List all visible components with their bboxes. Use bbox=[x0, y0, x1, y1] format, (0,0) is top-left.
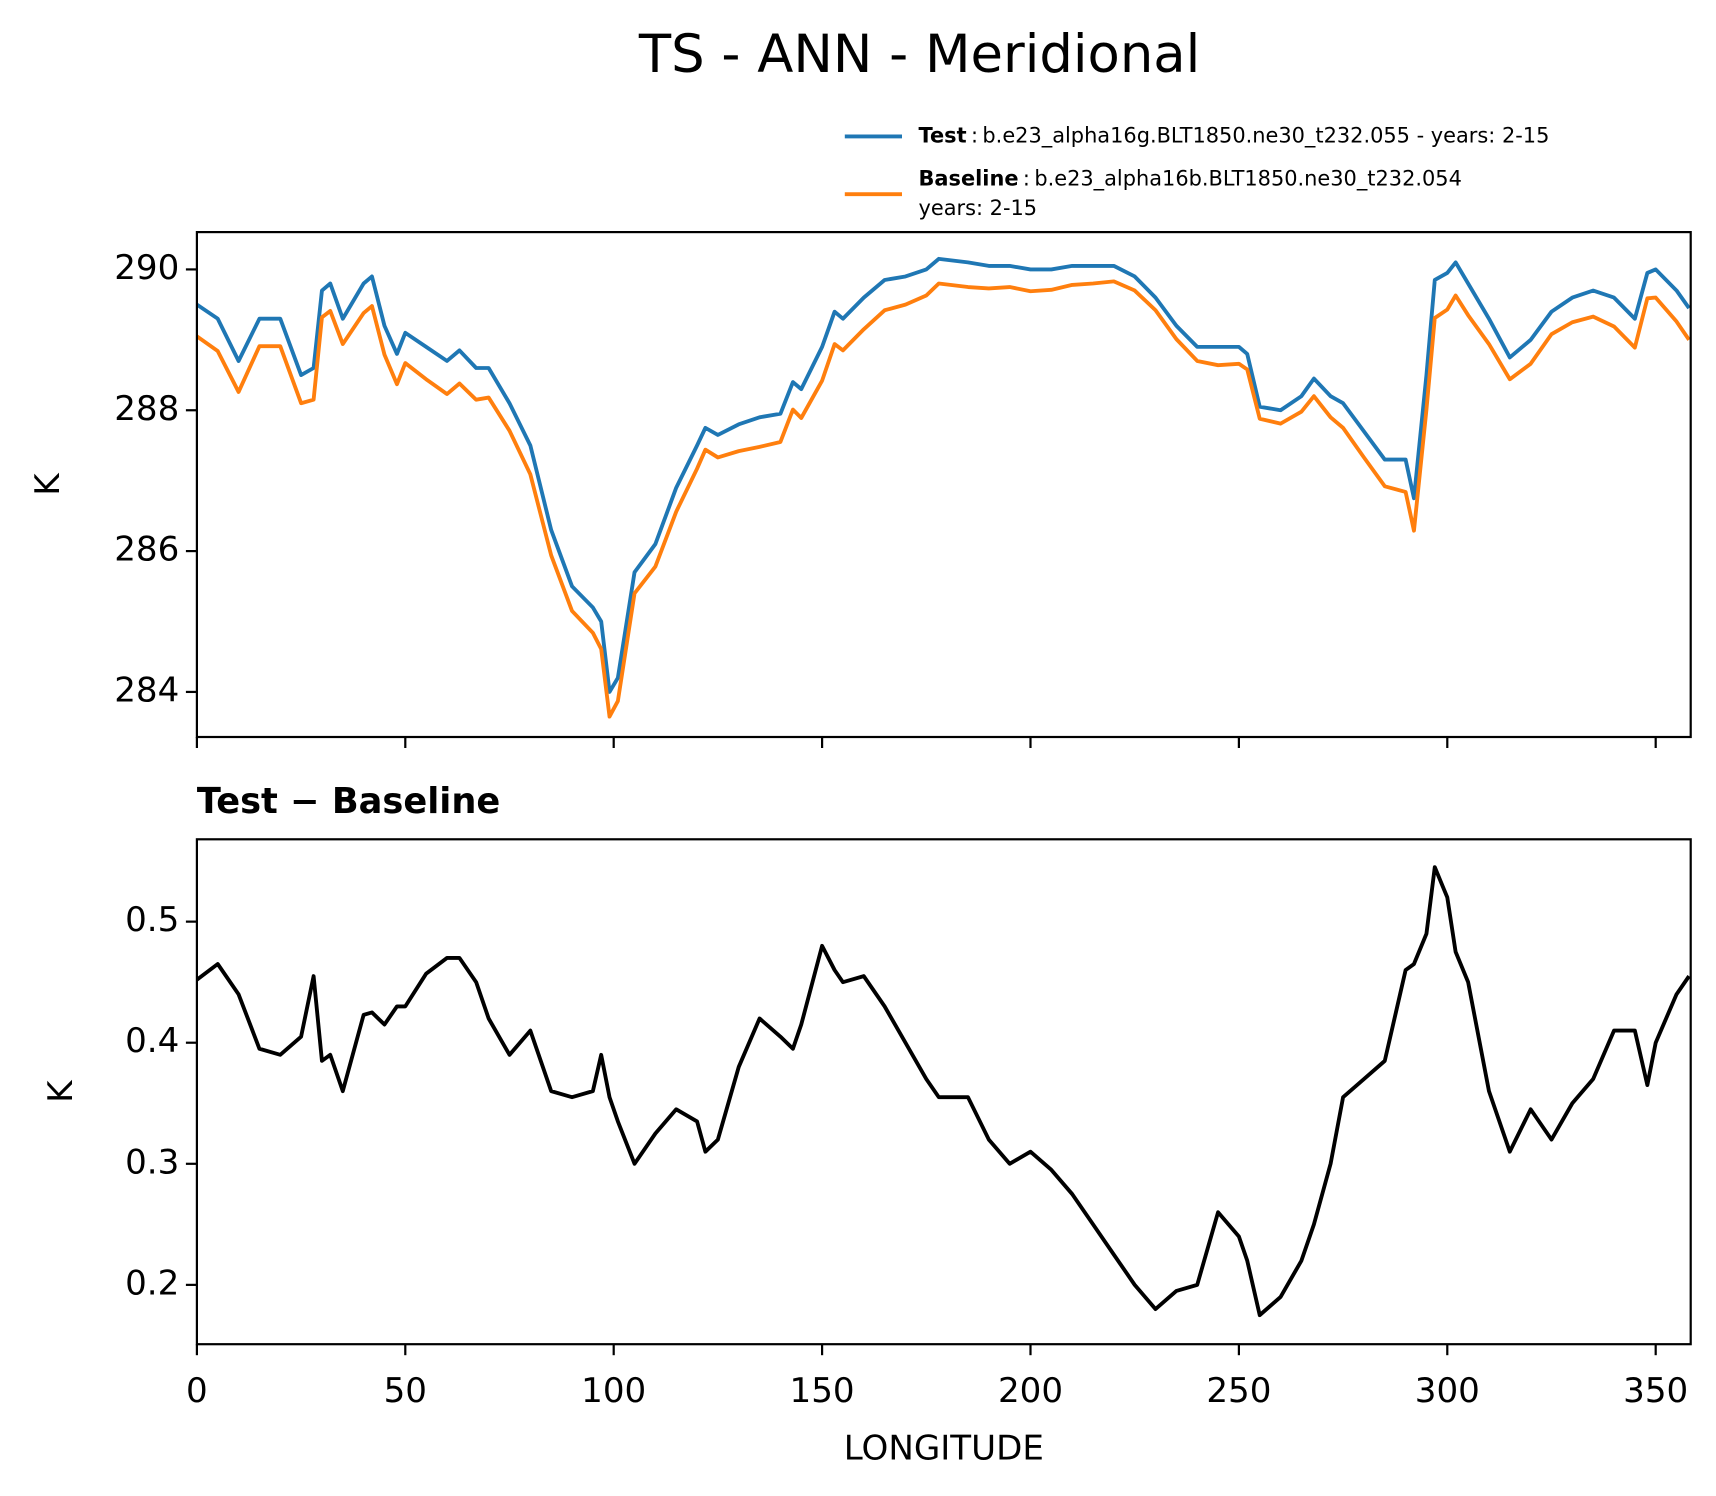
y-axis-label: K bbox=[28, 472, 68, 496]
y-tick-label: 284 bbox=[114, 670, 179, 710]
y-tick-label: 288 bbox=[114, 389, 179, 429]
x-tick-label: 350 bbox=[1623, 1371, 1688, 1411]
legend-name: Test bbox=[919, 123, 967, 147]
y-tick-label: 0.5 bbox=[125, 900, 179, 940]
x-tick-label: 50 bbox=[384, 1371, 427, 1411]
legend-name: Baseline bbox=[919, 166, 1019, 190]
y-tick-label: 0.3 bbox=[125, 1142, 179, 1182]
axes-frame bbox=[195, 231, 1692, 739]
plot-area bbox=[196, 865, 1691, 1318]
legend-label: years: 2-15 bbox=[919, 196, 1038, 220]
subplot-title: Test − Baseline bbox=[197, 781, 500, 822]
data-line bbox=[196, 256, 1691, 694]
legend-label: b.e23_alpha16b.BLT1850.ne30_t232.054 bbox=[1034, 166, 1462, 191]
legend-label: b.e23_alpha16g.BLT1850.ne30_t232.055 - y… bbox=[982, 123, 1549, 148]
legend-entry: Test: b.e23_alpha16g.BLT1850.ne30_t232.05… bbox=[919, 123, 1550, 148]
x-axis-label: LONGITUDE bbox=[844, 1428, 1044, 1468]
y-axis-label: K bbox=[41, 1079, 81, 1103]
plot-area bbox=[196, 256, 1691, 719]
data-line bbox=[196, 279, 1691, 719]
data-line bbox=[196, 865, 1691, 1318]
x-tick-label: 100 bbox=[581, 1371, 646, 1411]
legend-separator: : bbox=[971, 123, 978, 147]
x-tick-label: 200 bbox=[998, 1371, 1063, 1411]
figure-title: TS - ANN - Meridional bbox=[638, 24, 1200, 85]
x-tick-label: 250 bbox=[1206, 1371, 1271, 1411]
y-tick-label: 0.2 bbox=[125, 1263, 179, 1303]
x-tick-label: 0 bbox=[186, 1371, 208, 1411]
y-tick-label: 0.4 bbox=[125, 1021, 179, 1061]
x-tick-label: 150 bbox=[790, 1371, 855, 1411]
x-tick-label: 300 bbox=[1415, 1371, 1480, 1411]
legend-separator: : bbox=[1023, 166, 1030, 190]
axes-frame bbox=[195, 838, 1692, 1346]
legend-entry: Baseline: b.e23_alpha16b.BLT1850.ne30_t23… bbox=[919, 166, 1462, 191]
y-tick-label: 286 bbox=[114, 530, 179, 570]
y-tick-label: 290 bbox=[114, 248, 179, 288]
